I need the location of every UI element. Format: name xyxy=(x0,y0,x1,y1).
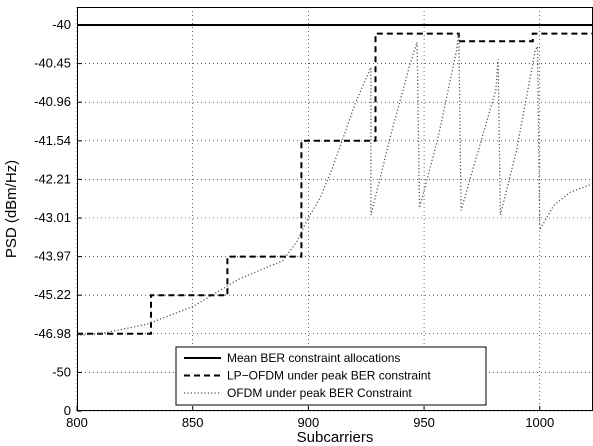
y-tick-label: -40.45 xyxy=(34,56,71,71)
x-tick-label: 850 xyxy=(182,415,204,430)
y-tick-label: -50 xyxy=(52,364,71,379)
legend-label: OFDM under peak BER Constraint xyxy=(227,386,412,400)
legend-label: Mean BER constraint allocations xyxy=(227,351,400,365)
y-tick-label: -43.97 xyxy=(34,249,71,264)
y-axis-label: PSD (dBm/Hz) xyxy=(3,160,20,258)
y-tick-label: 0 xyxy=(64,403,71,418)
series-line-2 xyxy=(77,32,593,335)
x-tick-label: 800 xyxy=(66,415,88,430)
y-tick-label: -41.54 xyxy=(34,133,71,148)
y-tick-label: -43.01 xyxy=(34,210,71,225)
x-axis-label: Subcarriers xyxy=(297,429,374,446)
plot-background xyxy=(77,7,593,411)
y-tick-label: -42.21 xyxy=(34,171,71,186)
x-tick-label: 900 xyxy=(298,415,320,430)
y-tick-label: -40.96 xyxy=(34,94,71,109)
x-tick-label: 950 xyxy=(413,415,435,430)
x-tick-label: 1000 xyxy=(525,415,554,430)
y-tick-label: -40 xyxy=(52,17,71,32)
series-lines xyxy=(76,24,593,336)
y-tick-label: -45.22 xyxy=(34,287,71,302)
legend-label: LP−OFDM under peak BER constraint xyxy=(227,369,431,383)
axis-ticks: -40 -40.45 -40.96 -41.54 -42.21 -43.01 -43.97 -… xyxy=(34,17,554,430)
y-tick-label: -46.98 xyxy=(34,326,71,341)
series-line-3 xyxy=(76,33,593,336)
legend-box xyxy=(175,346,487,406)
legend: Mean BER constraint allocations LP−OFDM u… xyxy=(175,346,487,406)
